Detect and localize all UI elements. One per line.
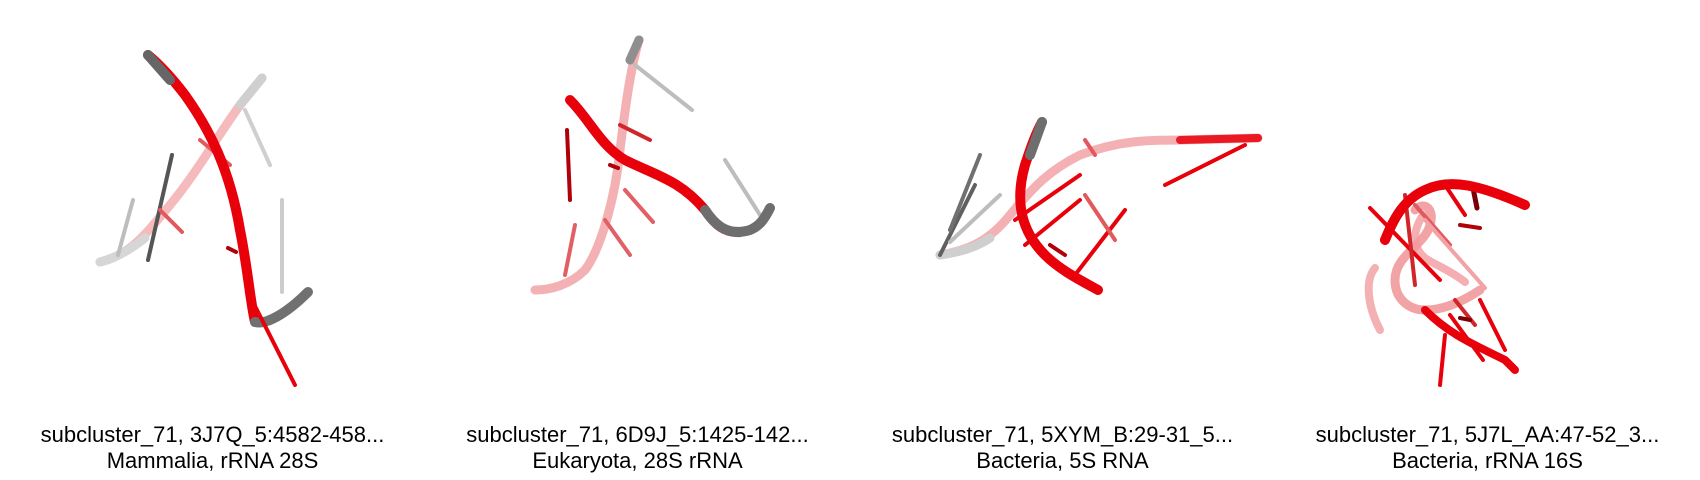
panel-title: subcluster_71, 5J7L_AA:47-52_3... <box>1315 422 1660 447</box>
panel-subtitle: Bacteria, 5S RNA <box>976 448 1149 473</box>
rna-structure-render-3 <box>935 117 1263 295</box>
panel-title: subcluster_71, 3J7Q_5:4582-458... <box>40 422 385 447</box>
rna-structure-render-2 <box>530 35 775 295</box>
structure-panel-2: subcluster_71, 6D9J_5:1425-142... Eukary… <box>425 0 850 480</box>
panel-subtitle: Bacteria, rRNA 16S <box>1392 448 1583 473</box>
panel-title: subcluster_71, 5XYM_B:29-31_5... <box>891 422 1234 447</box>
structure-panel-4: subcluster_71, 5J7L_AA:47-52_3... Bacter… <box>1275 0 1700 480</box>
structure-panel-3: subcluster_71, 5XYM_B:29-31_5... Bacteri… <box>850 0 1275 480</box>
rna-structure-render-4 <box>1364 179 1530 387</box>
panel-subtitle: Mammalia, rRNA 28S <box>106 448 319 473</box>
rna-structure-render-1 <box>95 50 313 387</box>
panel-subtitle: Eukaryota, 28S rRNA <box>532 448 743 473</box>
structure-panel-1: subcluster_71, 3J7Q_5:4582-458... Mammal… <box>0 0 425 480</box>
panel-title: subcluster_71, 6D9J_5:1425-142... <box>466 422 809 447</box>
